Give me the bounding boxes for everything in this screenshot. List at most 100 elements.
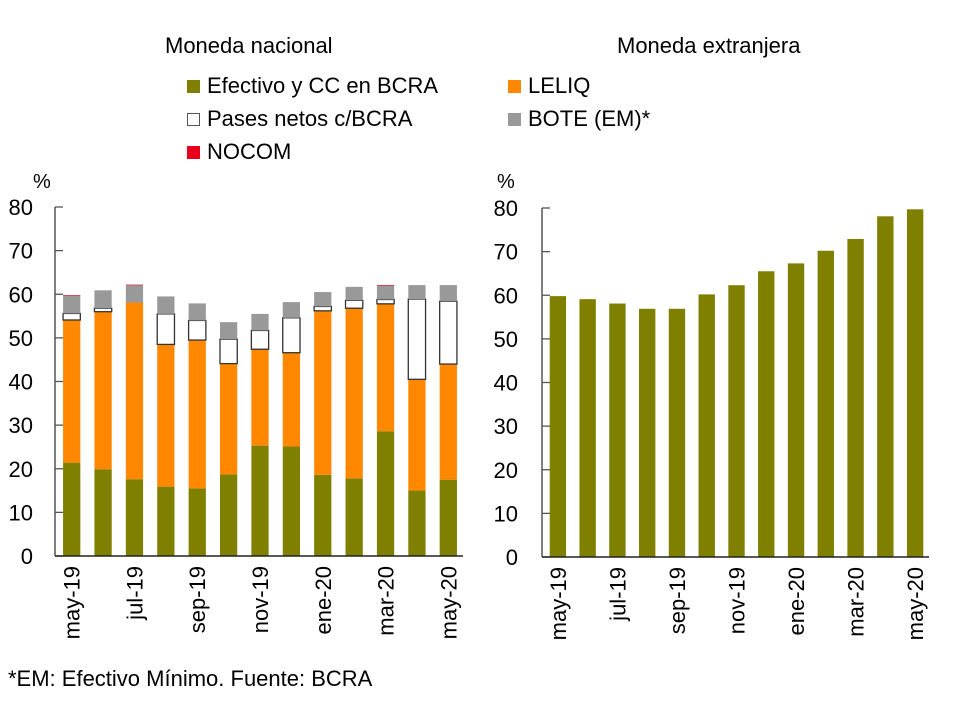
nacional-bar-bote-oct-19 [219,322,238,340]
extranjera-y-tick-label: 0 [506,545,518,570]
nacional-bar-bote-feb-20 [345,286,363,301]
legend-item-nocom: NOCOM [187,139,291,165]
nacional-x-tick-label: jul-19 [122,566,147,621]
nacional-bar-pases-ene-20 [313,305,333,312]
nacional-bar-efectivo-may-20 [439,479,457,556]
extranjera-bar-efectivo-ago-19 [639,308,656,557]
nacional-bar-efectivo-may-19 [63,462,81,556]
nacional-bar-bote-abr-20 [408,285,426,300]
nacional-bar-bote-ago-19 [157,296,175,314]
nacional-bar-pases-nov-19 [250,329,270,350]
extranjera-y-tick-label: 70 [494,240,518,265]
extranjera-bar-efectivo-ene-20 [787,263,805,557]
footer-note: *EM: Efectivo Mínimo. Fuente: BCRA [8,666,373,691]
nacional-y-tick-label: 50 [9,326,33,351]
nacional-bar-nocom-jul-19 [125,284,144,286]
legend-label-leliq: LELIQ [528,73,591,98]
nacional-y-tick-label: 20 [9,457,33,482]
nacional-bar-bote-ene-20 [314,292,332,307]
nacional-bar-leliq-ene-20 [314,310,332,475]
nacional-bar-pases-oct-19 [219,338,238,365]
legend-item-bote: BOTE (EM)* [508,106,650,132]
extranjera-x-tick-label: sep-19 [665,567,690,634]
extranjera-bar-efectivo-may-19 [549,296,567,557]
extranjera-x-tick-label: jul-19 [605,567,630,622]
legend-swatch-bote [508,112,521,126]
nacional-x-tick-label: sep-19 [185,566,210,633]
nacional-y-tick-label: 60 [9,282,33,307]
extranjera-y-tick-label: 20 [494,458,518,483]
legend-swatch-efectivo [187,79,200,93]
nacional-x-tick-label: ene-20 [311,566,336,635]
extranjera-bar-efectivo-abr-20 [877,216,894,557]
extranjera-bar-efectivo-may-20 [906,209,924,557]
extranjera-x-tick-label: ene-20 [784,567,809,636]
nacional-bar-efectivo-oct-19 [219,474,238,556]
nacional-bar-bote-may-20 [439,285,457,302]
nacional-bar-pases-sep-19 [187,319,207,341]
nacional-bar-leliq-ago-19 [157,344,175,487]
nacional-bar-pases-dic-19 [282,317,301,354]
nacional-bar-pases-jun-19 [93,307,113,313]
extranjera-x-tick-label: may-20 [903,567,928,640]
nacional-bar-bote-mar-20 [376,285,395,300]
nacional-bar-efectivo-jun-19 [94,469,112,556]
nacional-bar-efectivo-nov-19 [251,445,269,556]
nacional-bar-leliq-jun-19 [94,311,112,470]
extranjera-y-unit-label: % [497,171,515,193]
nacional-bar-efectivo-feb-20 [345,478,363,556]
nacional-bar-leliq-sep-19 [188,340,206,489]
extranjera-x-tick-label: nov-19 [725,567,750,634]
nacional-bar-bote-jul-19 [125,285,144,303]
extranjera-x-tick-label: mar-20 [844,567,869,637]
nacional-bar-leliq-abr-20 [408,379,426,491]
nacional-bar-efectivo-ago-19 [157,486,175,556]
extranjera-y-tick-label: 30 [494,414,518,439]
nacional-bar-bote-dic-19 [282,302,301,318]
nacional-bar-bote-jun-19 [94,290,112,309]
extranjera-bar-efectivo-sep-19 [668,308,686,557]
nacional-bar-pases-feb-20 [344,299,364,309]
nacional-bar-pases-may-20 [439,300,458,365]
nacional-bar-leliq-may-19 [63,319,81,463]
nacional-x-tick-label: nov-19 [248,566,273,633]
nacional-bar-leliq-feb-20 [345,308,363,479]
nacional-bar-nocom-may-19 [63,295,81,296]
nacional-bar-leliq-dic-19 [282,352,301,447]
extranjera-y-tick-label: 60 [494,283,518,308]
nacional-y-tick-label: 40 [9,370,33,395]
nacional-bar-leliq-may-20 [439,364,457,480]
extranjera-y-tick-label: 40 [494,371,518,396]
extranjera-x-tick-label: may-19 [546,567,571,640]
legend-swatch-leliq [508,79,521,93]
nacional-bar-efectivo-mar-20 [376,431,395,556]
nacional-bar-efectivo-ene-20 [314,474,332,556]
chart-title-nacional: Moneda nacional [165,33,333,58]
legend-item-leliq: LELIQ [508,73,590,99]
nacional-y-tick-label: 30 [9,413,33,438]
extranjera-y-tick-label: 10 [494,501,518,526]
legend-label-bote: BOTE (EM)* [528,106,651,131]
legend-label-pases: Pases netos c/BCRA [207,106,413,131]
extranjera-bar-efectivo-dic-19 [758,271,775,557]
nacional-bar-bote-may-19 [63,295,81,314]
extranjera-bar-efectivo-oct-19 [698,294,715,557]
nacional-bar-leliq-jul-19 [125,302,144,480]
nacional-bar-leliq-oct-19 [219,363,238,475]
nacional-bar-efectivo-dic-19 [282,446,301,556]
nacional-bar-efectivo-abr-20 [408,490,426,556]
nacional-bar-leliq-mar-20 [376,303,395,432]
extranjera-bar-efectivo-feb-20 [817,250,834,557]
nacional-bar-pases-may-19 [62,312,81,321]
nacional-y-unit-label: % [33,171,51,193]
nacional-y-tick-label: 0 [21,544,33,569]
legend-item-efectivo: Efectivo y CC en BCRA [187,73,438,99]
legend-label-efectivo: Efectivo y CC en BCRA [207,73,439,98]
nacional-x-tick-label: mar-20 [374,566,399,636]
nacional-bar-pases-ago-19 [156,313,176,346]
nacional-y-tick-label: 80 [9,195,33,220]
extranjera-bar-efectivo-jun-19 [579,299,596,557]
nacional-bar-pases-abr-20 [407,298,427,380]
nacional-bar-bote-sep-19 [188,303,206,321]
